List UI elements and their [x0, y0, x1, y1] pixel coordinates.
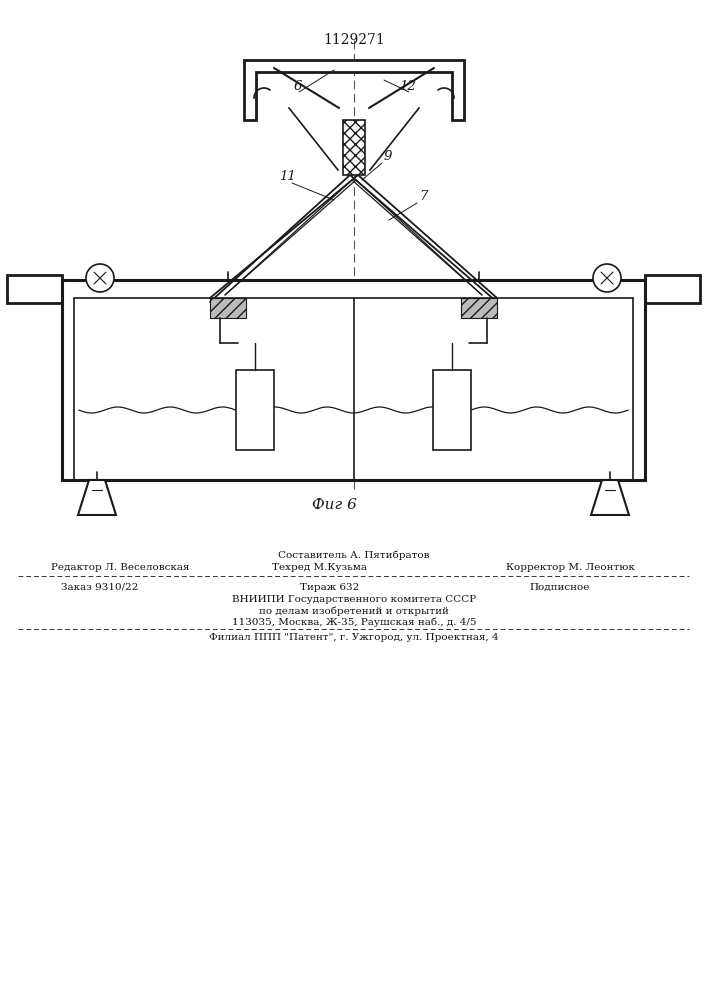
Text: 11: 11: [279, 170, 296, 183]
Text: Филиал ППП "Патент", г. Ужгород, ул. Проектная, 4: Филиал ППП "Патент", г. Ужгород, ул. Про…: [209, 634, 499, 643]
Text: 9: 9: [384, 150, 392, 163]
Bar: [236, 370, 274, 450]
Text: Составитель А. Пятибратов: Составитель А. Пятибратов: [279, 550, 430, 560]
Text: 6: 6: [294, 80, 303, 93]
Polygon shape: [645, 275, 700, 303]
Text: ВНИИПИ Государственного комитета СССР: ВНИИПИ Государственного комитета СССР: [232, 595, 476, 604]
Text: Техред М.Кузьма: Техред М.Кузьма: [272, 564, 368, 572]
Polygon shape: [210, 298, 246, 318]
Circle shape: [86, 264, 114, 292]
Text: Тираж 632: Тираж 632: [300, 582, 360, 591]
Bar: [433, 370, 471, 450]
Polygon shape: [244, 60, 464, 120]
Text: Фиг 6: Фиг 6: [312, 498, 356, 512]
Text: 113035, Москва, Ж-35, Раушская наб., д. 4/5: 113035, Москва, Ж-35, Раушская наб., д. …: [232, 617, 477, 627]
Text: Заказ 9310/22: Заказ 9310/22: [62, 582, 139, 591]
Text: по делам изобретений и открытий: по делам изобретений и открытий: [259, 606, 449, 616]
Text: 7: 7: [419, 190, 427, 203]
Text: Подписное: Подписное: [530, 582, 590, 591]
Polygon shape: [461, 298, 497, 318]
Text: 1129271: 1129271: [323, 33, 385, 47]
Polygon shape: [7, 275, 62, 303]
Text: Корректор М. Леонтюк: Корректор М. Леонтюк: [506, 564, 634, 572]
Polygon shape: [343, 120, 365, 175]
Circle shape: [593, 264, 621, 292]
Polygon shape: [62, 280, 645, 480]
Text: 12: 12: [399, 80, 416, 93]
Polygon shape: [591, 480, 629, 515]
Text: Редактор Л. Веселовская: Редактор Л. Веселовская: [51, 564, 189, 572]
Polygon shape: [78, 480, 116, 515]
